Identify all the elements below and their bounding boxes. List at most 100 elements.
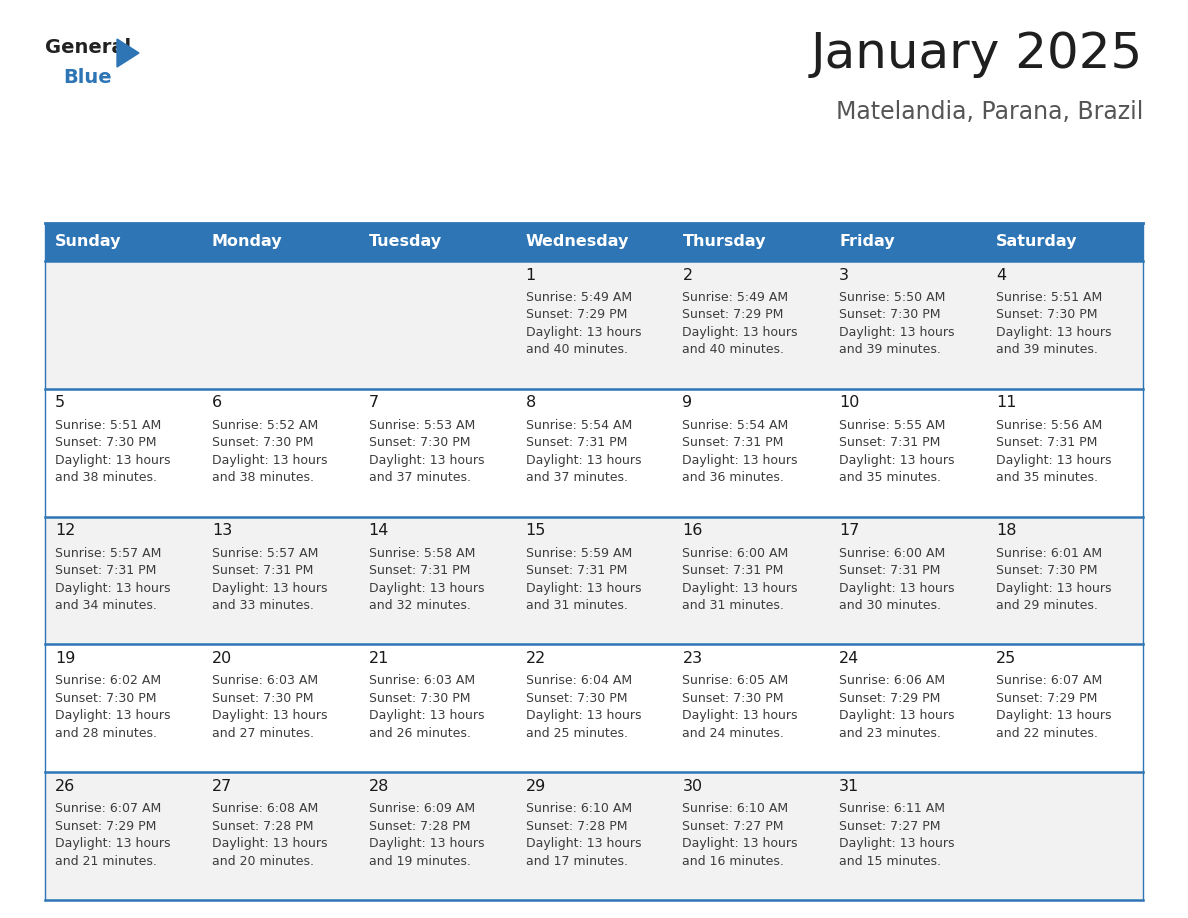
Text: 4: 4 bbox=[997, 267, 1006, 283]
Text: Sunrise: 5:56 AM: Sunrise: 5:56 AM bbox=[997, 419, 1102, 431]
Text: Daylight: 13 hours: Daylight: 13 hours bbox=[368, 453, 485, 466]
Text: and 26 minutes.: and 26 minutes. bbox=[368, 727, 470, 740]
Text: Daylight: 13 hours: Daylight: 13 hours bbox=[682, 326, 798, 339]
Bar bbox=[829, 223, 986, 261]
Text: Sunset: 7:30 PM: Sunset: 7:30 PM bbox=[211, 436, 314, 449]
Text: 10: 10 bbox=[839, 396, 860, 410]
Text: Daylight: 13 hours: Daylight: 13 hours bbox=[839, 837, 955, 850]
Text: Sunset: 7:30 PM: Sunset: 7:30 PM bbox=[368, 436, 470, 449]
Text: Daylight: 13 hours: Daylight: 13 hours bbox=[682, 582, 798, 595]
Text: 5: 5 bbox=[55, 396, 65, 410]
Text: 25: 25 bbox=[997, 651, 1017, 666]
Text: Daylight: 13 hours: Daylight: 13 hours bbox=[997, 582, 1112, 595]
Text: Sunrise: 6:02 AM: Sunrise: 6:02 AM bbox=[55, 675, 162, 688]
Text: 21: 21 bbox=[368, 651, 390, 666]
Text: Daylight: 13 hours: Daylight: 13 hours bbox=[211, 710, 328, 722]
Bar bbox=[45, 389, 1143, 517]
Text: Saturday: Saturday bbox=[997, 234, 1078, 250]
Text: Matelandia, Parana, Brazil: Matelandia, Parana, Brazil bbox=[835, 100, 1143, 124]
Text: Sunrise: 6:09 AM: Sunrise: 6:09 AM bbox=[368, 802, 475, 815]
Text: Sunset: 7:29 PM: Sunset: 7:29 PM bbox=[525, 308, 627, 321]
Text: and 39 minutes.: and 39 minutes. bbox=[839, 343, 941, 356]
Text: Sunset: 7:31 PM: Sunset: 7:31 PM bbox=[368, 564, 470, 577]
Text: and 31 minutes.: and 31 minutes. bbox=[525, 599, 627, 612]
Text: and 37 minutes.: and 37 minutes. bbox=[525, 471, 627, 485]
Text: 19: 19 bbox=[55, 651, 75, 666]
Text: Sunset: 7:31 PM: Sunset: 7:31 PM bbox=[839, 436, 941, 449]
Text: Sunrise: 6:00 AM: Sunrise: 6:00 AM bbox=[839, 546, 946, 560]
Text: Daylight: 13 hours: Daylight: 13 hours bbox=[368, 710, 485, 722]
Text: Sunrise: 6:05 AM: Sunrise: 6:05 AM bbox=[682, 675, 789, 688]
Bar bbox=[516, 223, 672, 261]
Text: and 15 minutes.: and 15 minutes. bbox=[839, 855, 941, 868]
Text: 6: 6 bbox=[211, 396, 222, 410]
Text: Daylight: 13 hours: Daylight: 13 hours bbox=[368, 837, 485, 850]
Text: Sunrise: 5:57 AM: Sunrise: 5:57 AM bbox=[55, 546, 162, 560]
Text: Sunrise: 6:01 AM: Sunrise: 6:01 AM bbox=[997, 546, 1102, 560]
Text: Sunset: 7:29 PM: Sunset: 7:29 PM bbox=[55, 820, 157, 833]
Text: Sunrise: 5:51 AM: Sunrise: 5:51 AM bbox=[55, 419, 162, 431]
Text: 9: 9 bbox=[682, 396, 693, 410]
Text: Monday: Monday bbox=[211, 234, 283, 250]
Text: and 23 minutes.: and 23 minutes. bbox=[839, 727, 941, 740]
Text: Sunset: 7:27 PM: Sunset: 7:27 PM bbox=[682, 820, 784, 833]
Text: Sunrise: 6:07 AM: Sunrise: 6:07 AM bbox=[997, 675, 1102, 688]
Text: Daylight: 13 hours: Daylight: 13 hours bbox=[55, 710, 171, 722]
Text: Sunset: 7:27 PM: Sunset: 7:27 PM bbox=[839, 820, 941, 833]
Text: 29: 29 bbox=[525, 778, 545, 794]
Text: and 25 minutes.: and 25 minutes. bbox=[525, 727, 627, 740]
Text: 3: 3 bbox=[839, 267, 849, 283]
Text: and 31 minutes.: and 31 minutes. bbox=[682, 599, 784, 612]
Bar bbox=[359, 223, 516, 261]
Bar bbox=[45, 517, 1143, 644]
Text: Daylight: 13 hours: Daylight: 13 hours bbox=[525, 710, 642, 722]
Text: 26: 26 bbox=[55, 778, 75, 794]
Text: and 33 minutes.: and 33 minutes. bbox=[211, 599, 314, 612]
Text: Sunset: 7:31 PM: Sunset: 7:31 PM bbox=[682, 436, 784, 449]
Bar bbox=[202, 223, 359, 261]
Text: and 20 minutes.: and 20 minutes. bbox=[211, 855, 314, 868]
Text: Sunset: 7:31 PM: Sunset: 7:31 PM bbox=[211, 564, 314, 577]
Text: Sunday: Sunday bbox=[55, 234, 121, 250]
Text: Sunset: 7:28 PM: Sunset: 7:28 PM bbox=[211, 820, 314, 833]
Text: Daylight: 13 hours: Daylight: 13 hours bbox=[839, 582, 955, 595]
Text: Sunset: 7:31 PM: Sunset: 7:31 PM bbox=[682, 564, 784, 577]
Text: and 19 minutes.: and 19 minutes. bbox=[368, 855, 470, 868]
Text: 15: 15 bbox=[525, 523, 546, 538]
Text: and 40 minutes.: and 40 minutes. bbox=[682, 343, 784, 356]
Text: Sunrise: 6:06 AM: Sunrise: 6:06 AM bbox=[839, 675, 946, 688]
Text: Sunset: 7:29 PM: Sunset: 7:29 PM bbox=[839, 692, 941, 705]
Text: and 38 minutes.: and 38 minutes. bbox=[55, 471, 157, 485]
Text: Sunrise: 6:03 AM: Sunrise: 6:03 AM bbox=[211, 675, 318, 688]
Text: Sunset: 7:30 PM: Sunset: 7:30 PM bbox=[55, 692, 157, 705]
Text: and 17 minutes.: and 17 minutes. bbox=[525, 855, 627, 868]
Text: Daylight: 13 hours: Daylight: 13 hours bbox=[211, 453, 328, 466]
Text: 8: 8 bbox=[525, 396, 536, 410]
Bar bbox=[986, 223, 1143, 261]
Text: and 39 minutes.: and 39 minutes. bbox=[997, 343, 1098, 356]
Text: Daylight: 13 hours: Daylight: 13 hours bbox=[839, 326, 955, 339]
Text: Sunrise: 5:54 AM: Sunrise: 5:54 AM bbox=[525, 419, 632, 431]
Text: Daylight: 13 hours: Daylight: 13 hours bbox=[525, 326, 642, 339]
Text: Sunset: 7:30 PM: Sunset: 7:30 PM bbox=[55, 436, 157, 449]
Text: Sunset: 7:30 PM: Sunset: 7:30 PM bbox=[525, 692, 627, 705]
Text: 1: 1 bbox=[525, 267, 536, 283]
Text: Sunrise: 6:10 AM: Sunrise: 6:10 AM bbox=[525, 802, 632, 815]
Text: and 22 minutes.: and 22 minutes. bbox=[997, 727, 1098, 740]
Text: 27: 27 bbox=[211, 778, 232, 794]
Text: 23: 23 bbox=[682, 651, 702, 666]
Text: Sunset: 7:30 PM: Sunset: 7:30 PM bbox=[997, 308, 1098, 321]
Text: Daylight: 13 hours: Daylight: 13 hours bbox=[997, 326, 1112, 339]
Text: Sunrise: 5:50 AM: Sunrise: 5:50 AM bbox=[839, 291, 946, 304]
Text: and 35 minutes.: and 35 minutes. bbox=[997, 471, 1098, 485]
Text: and 28 minutes.: and 28 minutes. bbox=[55, 727, 157, 740]
Text: Daylight: 13 hours: Daylight: 13 hours bbox=[55, 837, 171, 850]
Text: General: General bbox=[45, 38, 131, 57]
Text: Sunset: 7:30 PM: Sunset: 7:30 PM bbox=[211, 692, 314, 705]
Text: 16: 16 bbox=[682, 523, 703, 538]
Text: Sunrise: 6:08 AM: Sunrise: 6:08 AM bbox=[211, 802, 318, 815]
Text: 22: 22 bbox=[525, 651, 545, 666]
Text: Sunset: 7:30 PM: Sunset: 7:30 PM bbox=[368, 692, 470, 705]
Text: Sunset: 7:29 PM: Sunset: 7:29 PM bbox=[997, 692, 1098, 705]
Text: and 36 minutes.: and 36 minutes. bbox=[682, 471, 784, 485]
